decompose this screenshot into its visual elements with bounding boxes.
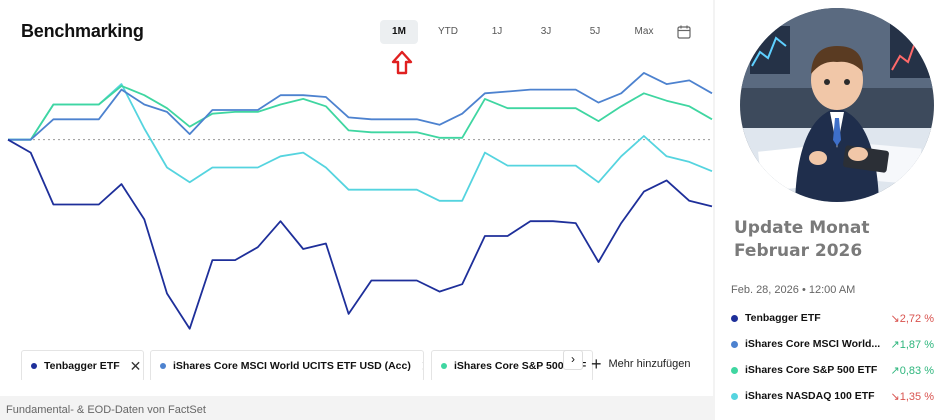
series-line-ishares-nasdaq-100-etf bbox=[8, 83, 713, 202]
performance-name: iShares Core S&P 500 ETF bbox=[745, 364, 878, 376]
update-timestamp: Feb. 28, 2026 • 12:00 AM bbox=[731, 284, 856, 296]
performance-row[interactable]: iShares NASDAQ 100 ETF ↘1,35 % bbox=[731, 389, 936, 405]
performance-name: Tenbagger ETF bbox=[745, 312, 821, 324]
legend-chip-label: iShares Core MSCI World UCITS ETF USD (A… bbox=[173, 360, 411, 372]
range-5j-button[interactable]: 5J bbox=[589, 26, 601, 37]
line-chart bbox=[7, 72, 713, 330]
legend-chip-label: Tenbagger ETF bbox=[44, 360, 120, 372]
range-1m-button[interactable]: 1M bbox=[380, 20, 418, 44]
update-line-1: Update Monat bbox=[734, 218, 870, 238]
add-more-label: Mehr hinzufügen bbox=[608, 358, 691, 370]
performance-row[interactable]: iShares Core S&P 500 ETF ↗0,83 % bbox=[731, 363, 936, 379]
benchmark-card: Benchmarking 1M YTD 1J 3J 5J Max Tenbagg… bbox=[0, 0, 713, 396]
close-icon[interactable]: ✕ bbox=[421, 358, 423, 375]
range-3j-button[interactable]: 3J bbox=[540, 26, 552, 37]
legend-chip[interactable]: Tenbagger ETF ✕ bbox=[21, 350, 144, 380]
performance-row[interactable]: Tenbagger ETF ↘2,72 % bbox=[731, 311, 936, 327]
add-more-button[interactable]: + Mehr hinzufügen bbox=[591, 354, 690, 375]
performance-value: ↘1,35 % bbox=[890, 391, 934, 403]
series-color-dot bbox=[160, 363, 166, 369]
performance-row[interactable]: iShares Core MSCI World... ↗1,87 % bbox=[731, 337, 936, 353]
range-ytd-button[interactable]: YTD bbox=[438, 26, 458, 37]
series-line-tenbagger-etf bbox=[7, 138, 713, 330]
performance-value: ↘2,72 % bbox=[890, 313, 934, 325]
legend-scroll-right-button[interactable]: › bbox=[563, 350, 583, 370]
calendar-icon[interactable] bbox=[676, 24, 692, 40]
performance-name: iShares NASDAQ 100 ETF bbox=[745, 390, 875, 402]
red-up-arrow-icon bbox=[391, 50, 413, 75]
performance-value: ↗0,83 % bbox=[890, 365, 934, 377]
plus-icon: + bbox=[591, 354, 602, 374]
legend-chip[interactable]: iShares Core MSCI World UCITS ETF USD (A… bbox=[150, 350, 424, 380]
data-source-note: Fundamental- & EOD-Daten von FactSet bbox=[6, 404, 206, 416]
range-1j-button[interactable]: 1J bbox=[491, 26, 503, 37]
performance-name: iShares Core MSCI World... bbox=[745, 338, 880, 350]
series-color-dot bbox=[31, 363, 37, 369]
range-selector: 1M YTD 1J 3J 5J Max bbox=[380, 20, 674, 44]
update-heading: Update Monat Februar 2026 bbox=[734, 217, 870, 263]
update-line-2: Februar 2026 bbox=[734, 241, 863, 261]
series-color-dot bbox=[441, 363, 447, 369]
series-line-ishares-core-s-p-500-etf bbox=[8, 85, 713, 141]
performance-value: ↗1,87 % bbox=[890, 339, 934, 351]
chart-title: Benchmarking bbox=[21, 21, 144, 41]
legend-chip-label: iShares Core S&P 500 ETF bbox=[454, 360, 587, 372]
range-max-button[interactable]: Max bbox=[634, 26, 654, 37]
avatar-photo bbox=[740, 8, 934, 202]
series-color-dot bbox=[731, 393, 738, 400]
series-line-ishares-core-msci-world-ucits-etf-usd-acc bbox=[8, 72, 713, 141]
series-color-dot bbox=[731, 315, 738, 322]
close-icon[interactable]: ✕ bbox=[129, 357, 142, 374]
series-color-dot bbox=[731, 367, 738, 374]
series-color-dot bbox=[731, 341, 738, 348]
